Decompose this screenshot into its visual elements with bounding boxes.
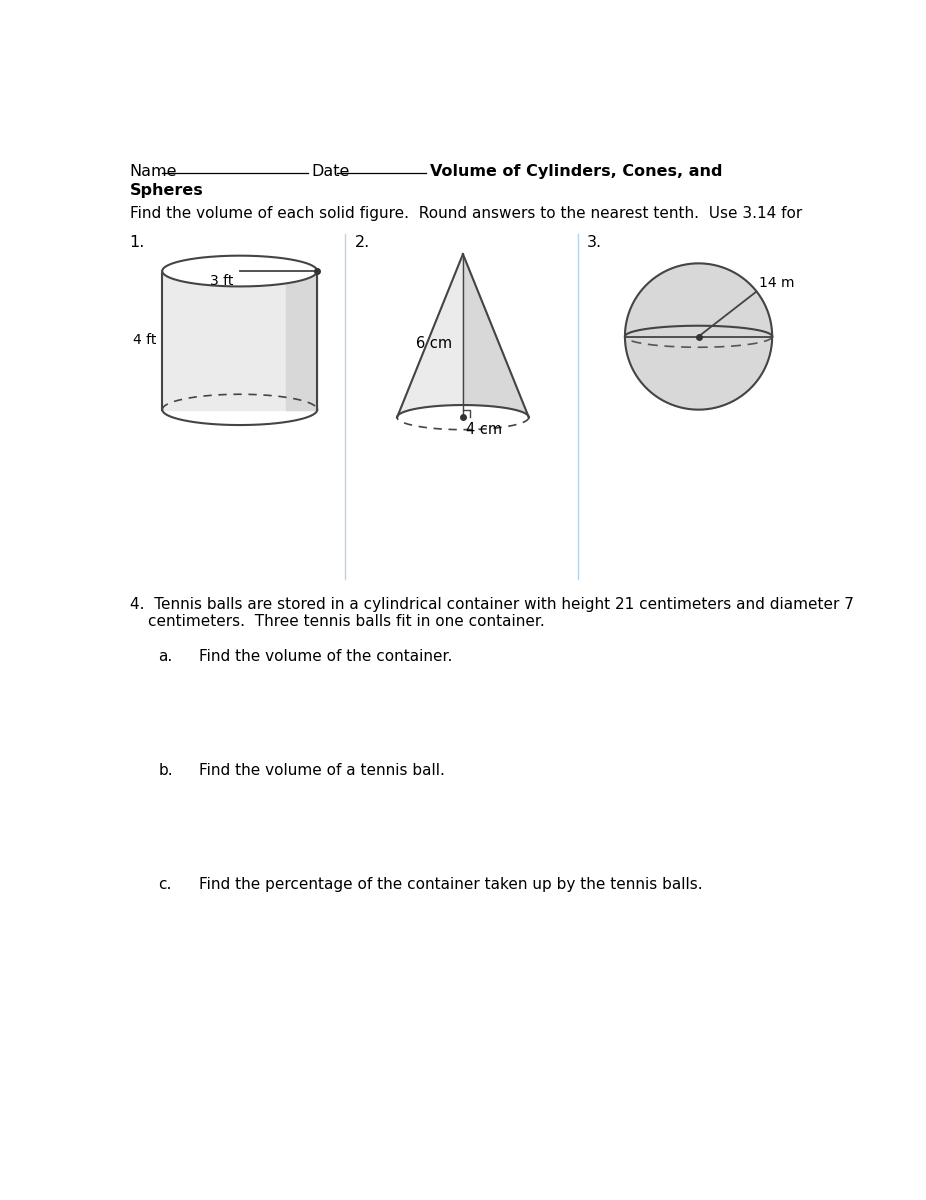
Text: 4.  Tennis balls are stored in a cylindrical container with height 21 centimeter: 4. Tennis balls are stored in a cylindri… xyxy=(130,596,854,612)
Text: c.: c. xyxy=(158,877,171,892)
Text: Find the volume of each solid figure.  Round answers to the nearest tenth.  Use : Find the volume of each solid figure. Ro… xyxy=(130,205,802,221)
Text: Name: Name xyxy=(130,164,177,179)
Text: 4 ft: 4 ft xyxy=(132,334,156,347)
Text: centimeters.  Three tennis balls fit in one container.: centimeters. Three tennis balls fit in o… xyxy=(148,613,545,629)
Polygon shape xyxy=(397,254,529,418)
Text: Date: Date xyxy=(312,164,350,179)
Text: a.: a. xyxy=(158,649,172,664)
Text: Find the percentage of the container taken up by the tennis balls.: Find the percentage of the container tak… xyxy=(199,877,703,892)
Text: Spheres: Spheres xyxy=(130,182,204,198)
Text: Volume of Cylinders, Cones, and: Volume of Cylinders, Cones, and xyxy=(430,164,722,179)
Text: 14 m: 14 m xyxy=(759,276,795,290)
Polygon shape xyxy=(625,263,772,409)
Text: 6 cm: 6 cm xyxy=(416,336,452,350)
Polygon shape xyxy=(162,256,318,287)
Polygon shape xyxy=(463,254,529,418)
Text: 3 ft: 3 ft xyxy=(210,274,233,288)
Text: 4 cm: 4 cm xyxy=(466,422,502,437)
Text: 3.: 3. xyxy=(587,235,602,250)
Text: Find the volume of a tennis ball.: Find the volume of a tennis ball. xyxy=(199,763,445,778)
Text: 1.: 1. xyxy=(130,235,145,250)
Text: 2.: 2. xyxy=(355,235,369,250)
Text: b.: b. xyxy=(158,763,173,778)
Text: Find the volume of the container.: Find the volume of the container. xyxy=(199,649,453,664)
